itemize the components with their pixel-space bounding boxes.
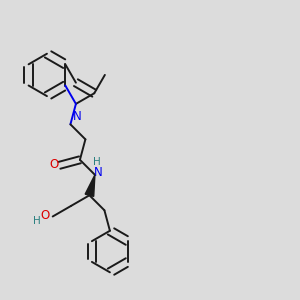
Polygon shape	[85, 175, 95, 196]
Text: N: N	[73, 110, 82, 123]
Text: H: H	[92, 157, 100, 166]
Text: O: O	[50, 158, 59, 171]
Text: N: N	[94, 166, 102, 179]
Text: H: H	[33, 216, 41, 226]
Text: O: O	[40, 209, 50, 222]
